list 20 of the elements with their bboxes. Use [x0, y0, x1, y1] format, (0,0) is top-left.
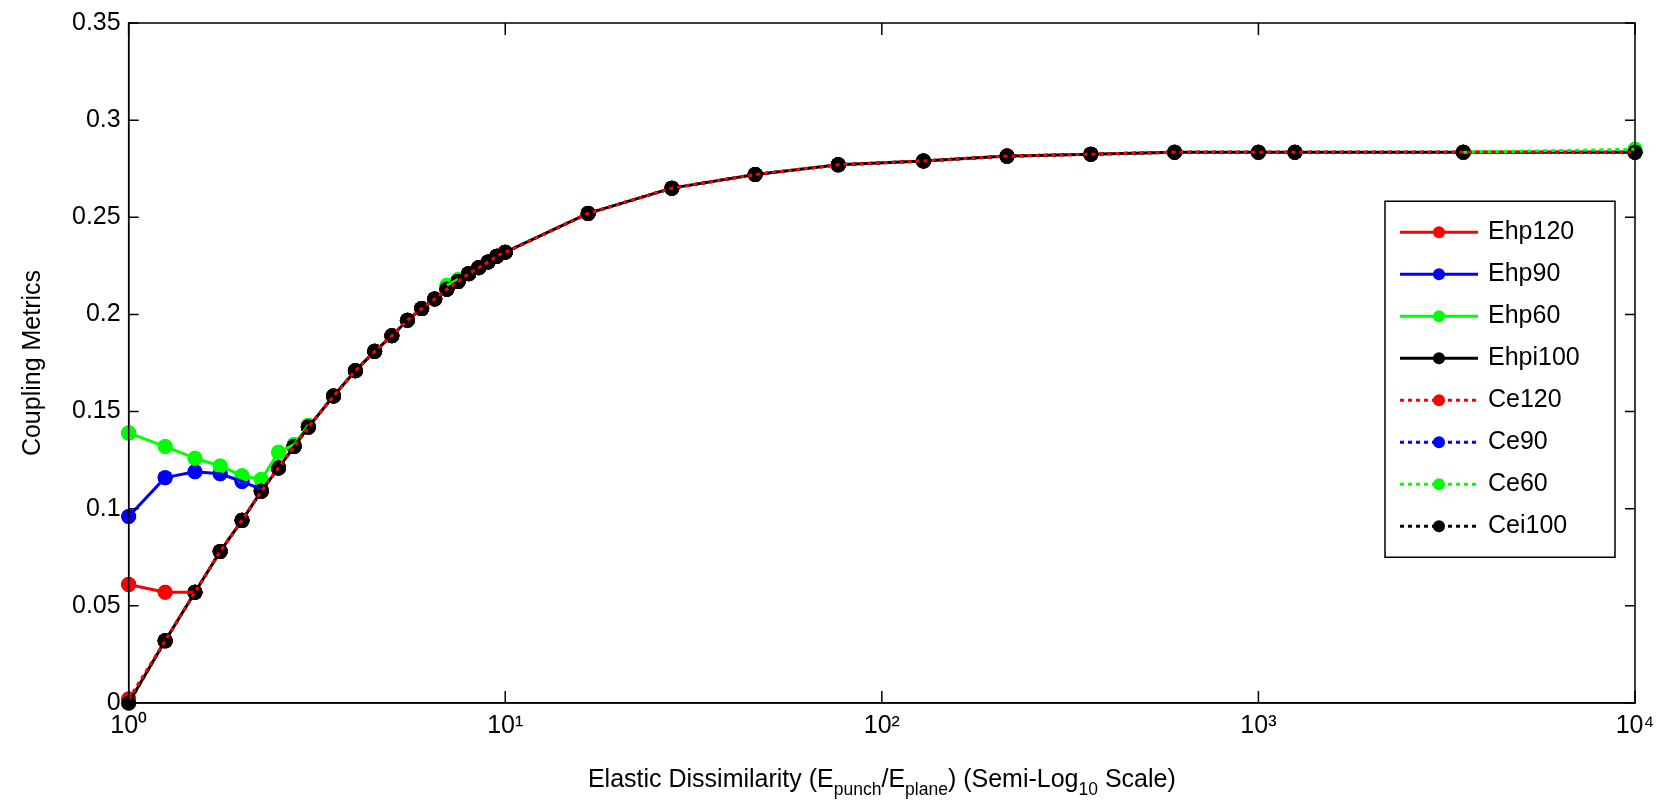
- legend-label: Ce90: [1488, 426, 1548, 455]
- y-tick-label: 0.1: [85, 492, 121, 521]
- legend-label: Ce60: [1488, 468, 1548, 497]
- y-tick-label: 0.3: [85, 104, 121, 133]
- y-tick-label: 0.35: [71, 6, 121, 35]
- y-tick-label: 0.2: [85, 298, 121, 327]
- legend-label: Ce120: [1488, 384, 1562, 413]
- y-tick-label: 0.05: [71, 589, 121, 618]
- x-tick-label: 10²: [863, 709, 900, 738]
- y-tick-label: 0.15: [71, 395, 121, 424]
- legend-label: Ehp90: [1488, 258, 1561, 287]
- x-tick-label: 10³: [1240, 709, 1277, 738]
- legend-label: Ehp60: [1488, 300, 1561, 329]
- x-tick-label: 10¹: [487, 709, 524, 738]
- y-axis-title: Coupling Metrics: [17, 269, 45, 457]
- y-tick-label: 0.25: [71, 201, 121, 230]
- legend-label: Ehp120: [1488, 216, 1575, 245]
- legend-label: Ehpi100: [1488, 342, 1580, 371]
- x-tick-label: 10⁴: [1615, 709, 1655, 738]
- legend-label: Cei100: [1488, 510, 1568, 539]
